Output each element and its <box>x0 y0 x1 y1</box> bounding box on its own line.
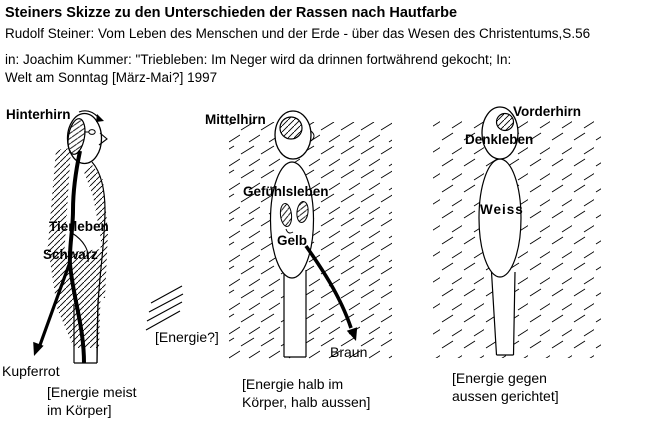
label-tierleben: Tierleben <box>49 219 109 234</box>
label-energie-unknown: [Energie?] <box>155 329 219 345</box>
label-kupferrot: Kupferrot <box>2 363 60 379</box>
label-denkleben: Denkleben <box>465 132 534 147</box>
label-vorderhirn: Vorderhirn <box>513 104 582 119</box>
figure-schwarz-drawing <box>33 110 108 364</box>
figure-weiss-drawing <box>433 106 601 358</box>
midbrain-mark <box>279 116 303 140</box>
label-weiss: Weiss <box>480 202 524 217</box>
label-mittelhirn: Mittelhirn <box>205 112 266 127</box>
chest-organ-right <box>296 201 309 223</box>
forebrain-mark <box>495 112 515 132</box>
hinterhirn-pointer <box>78 110 99 118</box>
page-title: Steiners Skizze zu den Unterschieden der… <box>5 5 458 21</box>
label-gelb: Gelb <box>277 233 308 248</box>
note-energie-links: [Energie meist im Körper] <box>47 384 137 418</box>
hindbrain-mark <box>67 118 86 155</box>
note-energie-rechts: [Energie gegen aussen gerichtet] <box>452 370 559 404</box>
label-gefuehlsleben: Gefühlsleben <box>243 184 329 199</box>
eye-left-figure <box>88 129 96 135</box>
arrow-kupferrot <box>38 261 72 346</box>
label-schwarz: Schwarz <box>43 247 98 262</box>
energy-hatch-unknown <box>145 285 184 331</box>
arrow-braun <box>304 244 353 329</box>
label-hinterhirn: Hinterhirn <box>6 107 71 122</box>
arrow-kupferrot-head <box>33 341 44 356</box>
label-braun: Braun <box>330 344 368 360</box>
nose-middle <box>310 130 315 142</box>
arrow-braun-head <box>346 327 358 341</box>
source-line: Rudolf Steiner: Vom Leben des Menschen u… <box>5 26 591 41</box>
figure-gelb-drawing <box>229 110 392 361</box>
citation-line-1: in: Joachim Kummer: "Triebleben: Im Nege… <box>5 52 512 67</box>
nose-left-figure <box>98 132 108 146</box>
chest-organ-left <box>279 203 293 227</box>
citation-line-2: Welt am Sonntag [März-Mai?] 1997 <box>5 70 218 85</box>
note-energie-mitte: [Energie halb im Körper, halb aussen] <box>242 376 371 410</box>
